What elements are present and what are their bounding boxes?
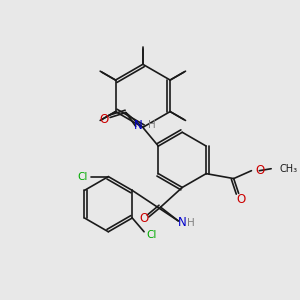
Text: Cl: Cl — [147, 230, 157, 240]
Text: O: O — [255, 164, 265, 177]
Text: H: H — [187, 218, 195, 228]
Text: H: H — [148, 120, 155, 130]
Text: N: N — [178, 216, 187, 230]
Text: O: O — [139, 212, 148, 226]
Text: O: O — [236, 193, 245, 206]
Text: CH₃: CH₃ — [279, 164, 297, 174]
Text: N: N — [134, 119, 143, 132]
Text: Cl: Cl — [78, 172, 88, 182]
Text: O: O — [100, 113, 109, 126]
